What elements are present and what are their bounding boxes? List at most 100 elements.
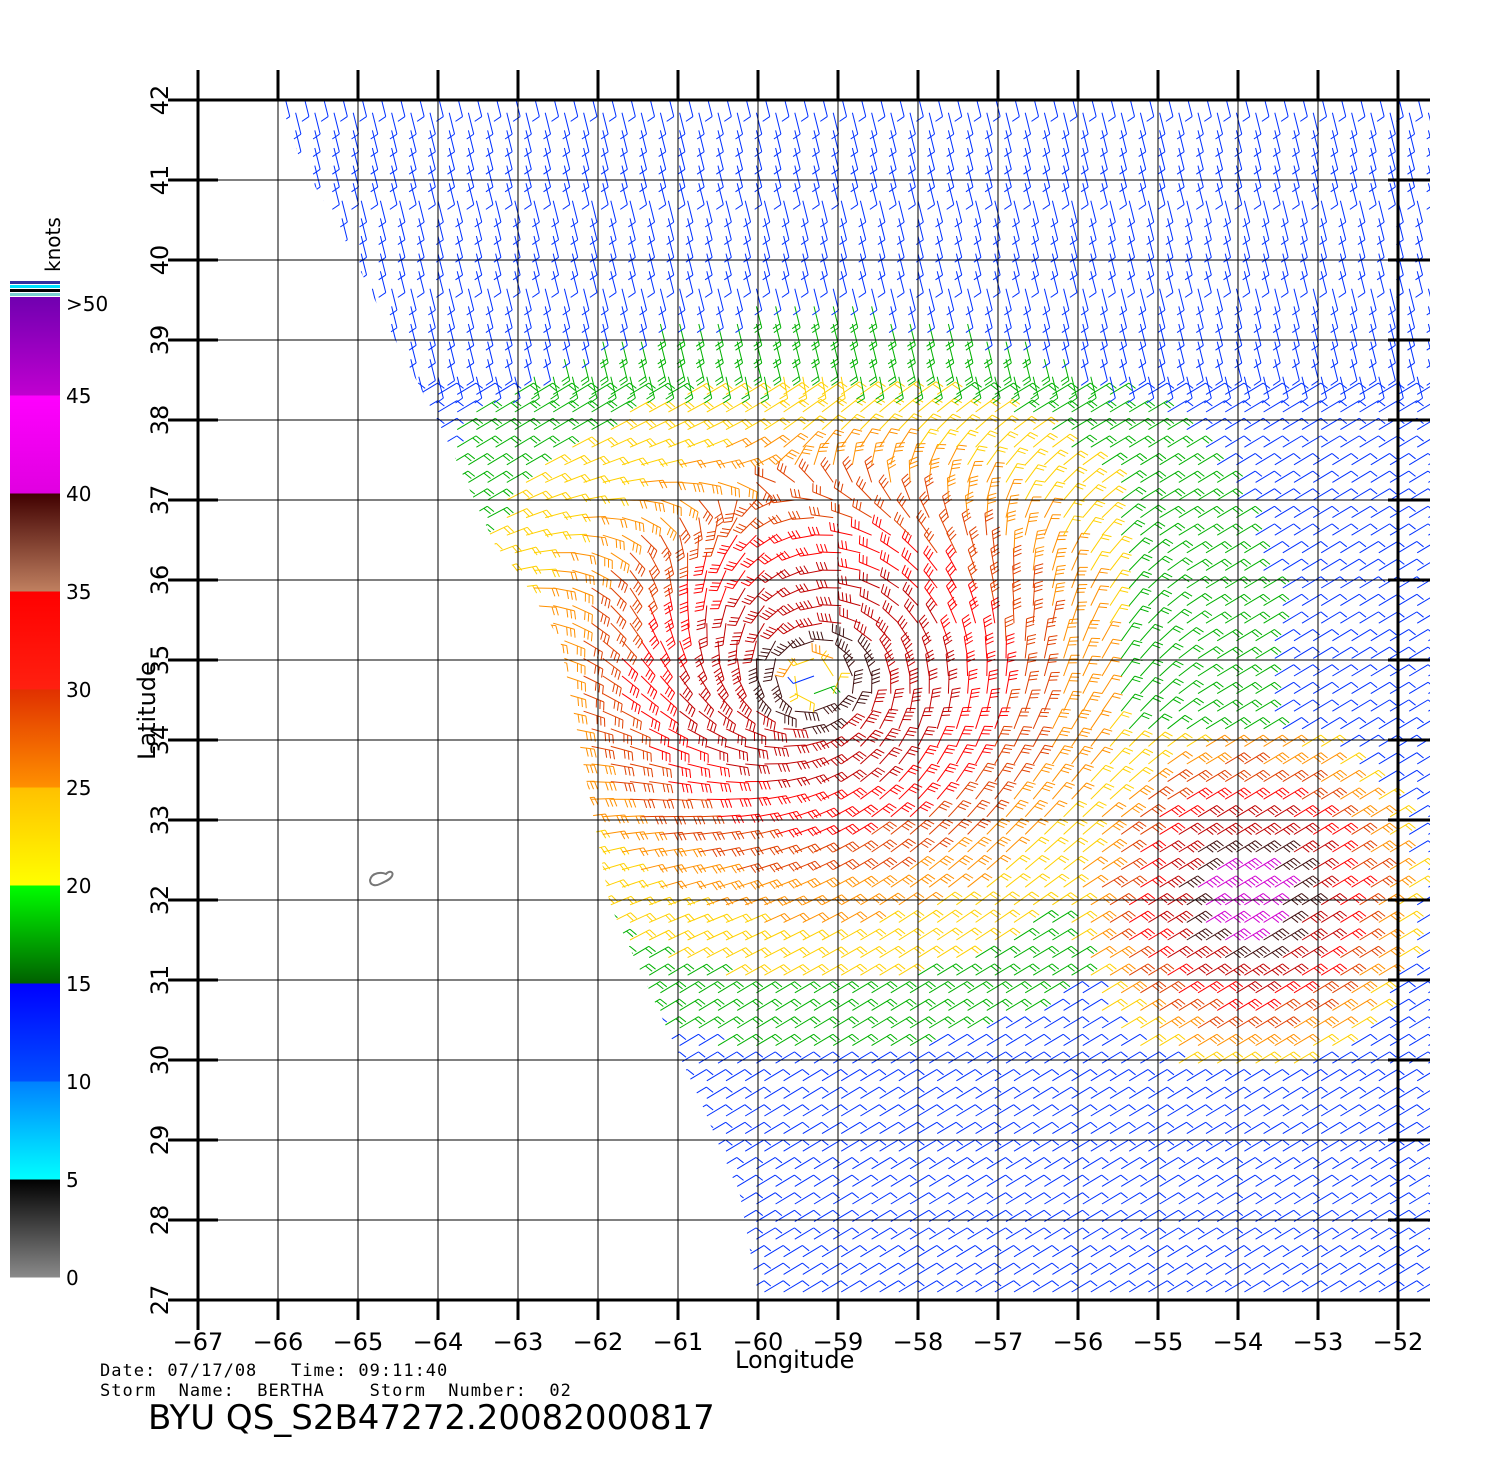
wind-barb: [1428, 1157, 1430, 1170]
wind-barb: [773, 112, 782, 140]
wind-barb: [621, 863, 649, 873]
wind-barb: [961, 614, 972, 641]
wind-barb: [709, 587, 727, 610]
wind-barb: [1244, 1104, 1271, 1117]
wind-barb: [802, 1086, 829, 1099]
wind-barb: [879, 1262, 906, 1275]
wind-barb: [1120, 640, 1143, 659]
wind-barb: [280, 1192, 284, 1199]
wind-barb: [399, 1245, 426, 1258]
wind-barb: [583, 998, 610, 1011]
wind-barb: [380, 1069, 407, 1082]
wind-barb: [583, 813, 610, 823]
wind-barb: [775, 1051, 802, 1064]
wind-barb: [679, 880, 707, 890]
wind-barb: [293, 288, 302, 316]
wind-barb: [295, 805, 322, 818]
wind-barb: [775, 1227, 802, 1240]
wind-barb: [1216, 1227, 1244, 1240]
wind-barb: [792, 112, 801, 140]
wind-barb: [1030, 376, 1040, 404]
wind-barb: [830, 501, 853, 519]
wind-barb: [429, 682, 456, 695]
wind-barb: [322, 945, 349, 959]
wind-barb: [1436, 559, 1462, 570]
wind-barb: [1063, 1157, 1090, 1170]
wind-barb: [660, 1227, 687, 1240]
wind-barb: [1120, 693, 1144, 712]
lon-tick-label: −53: [1293, 1328, 1344, 1356]
wind-barb: [474, 376, 483, 404]
wind-barb: [544, 1227, 572, 1240]
wind-barb: [1426, 147, 1430, 175]
wind-barb: [1060, 359, 1070, 386]
wind-barb: [295, 629, 322, 642]
wind-barb: [246, 1245, 272, 1256]
lat-tick-label: 31: [146, 965, 174, 996]
wind-barb: [837, 557, 861, 571]
wind-barb: [295, 1033, 322, 1047]
wind-barb: [495, 1121, 522, 1135]
wind-barb: [495, 910, 522, 923]
wind-barb: [284, 1280, 311, 1293]
lat-tick-label: 27: [146, 1285, 174, 1316]
wind-barb: [1408, 646, 1430, 659]
wind-barb: [572, 780, 598, 790]
wind-barb: [236, 166, 243, 192]
wind-barb: [863, 649, 876, 677]
wind-barb: [284, 400, 311, 413]
wind-barb: [1359, 1280, 1386, 1293]
wind-barb: [476, 1086, 503, 1099]
wind-barb: [984, 112, 993, 140]
wind-barb: [429, 523, 456, 536]
wind-barb: [391, 981, 418, 994]
wind-barb: [524, 288, 532, 316]
wind-barb: [391, 822, 418, 835]
wind-barb: [544, 1051, 572, 1064]
wind-barb: [295, 981, 322, 994]
wind-barb: [429, 505, 456, 519]
wind-barb: [965, 288, 974, 316]
wind-barb: [1109, 535, 1133, 554]
wind-barb: [591, 928, 618, 941]
wind-barb: [648, 1245, 676, 1258]
colorbar-label: 40: [66, 482, 91, 506]
wind-barb: [1426, 341, 1430, 369]
wind-barb: [314, 1192, 341, 1205]
wind-barb: [564, 1157, 591, 1170]
wind-barb: [986, 650, 996, 677]
wind-barb: [360, 1121, 388, 1135]
wind-barb: [1043, 690, 1062, 712]
wind-barb: [314, 699, 341, 712]
wind-barb: [629, 622, 644, 649]
wind-barb: [687, 1280, 714, 1293]
wind-barb: [852, 1227, 879, 1240]
wind-barb: [821, 414, 847, 430]
wind-barb: [640, 1157, 668, 1170]
wind-barb: [1223, 376, 1232, 404]
wind-barb: [457, 614, 484, 624]
wind-barb: [322, 1121, 349, 1135]
wind-barb: [410, 453, 437, 466]
wind-barb: [986, 873, 1012, 888]
wind-barb: [487, 1174, 514, 1187]
wind-barb: [621, 457, 649, 467]
wind-barb: [332, 112, 340, 140]
wind-barb: [487, 1051, 514, 1064]
wind-barb: [468, 1157, 495, 1170]
wind-barb: [928, 800, 953, 818]
wind-barb: [948, 1174, 975, 1187]
wind-barb: [437, 769, 464, 783]
wind-barb: [303, 593, 330, 607]
wind-barb: [360, 541, 388, 554]
wind-barb: [322, 787, 349, 800]
wind-barb: [1263, 1280, 1290, 1293]
wind-barb: [808, 506, 834, 519]
wind-barb: [533, 728, 560, 737]
wind-barb: [1128, 605, 1152, 624]
wind-barb: [1416, 1262, 1430, 1275]
wind-barb: [1090, 550, 1111, 571]
wind-barb: [372, 629, 399, 642]
wind-barb: [295, 699, 322, 712]
wind-barb: [756, 1016, 783, 1029]
